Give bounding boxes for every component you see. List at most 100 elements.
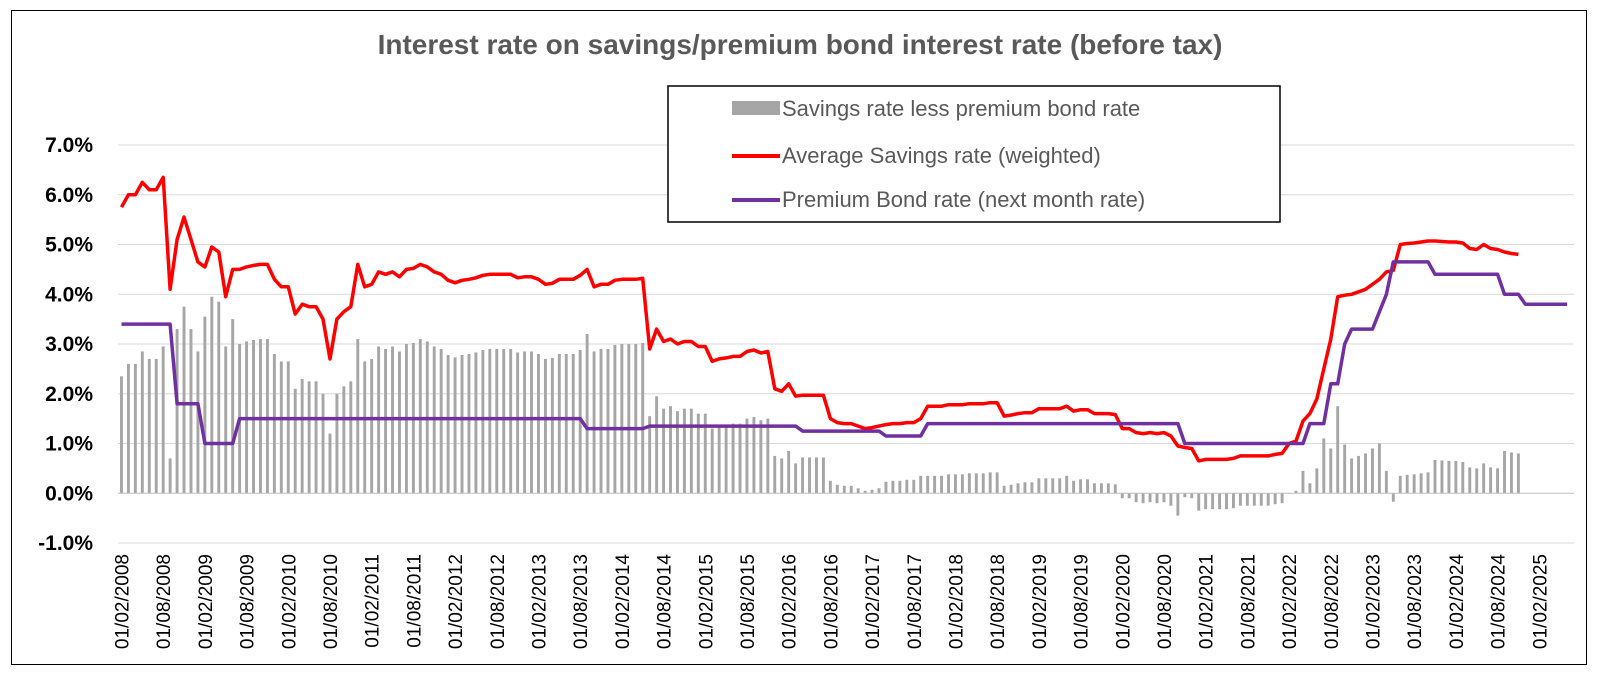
- difference-bar: [1398, 475, 1402, 494]
- difference-bar: [842, 485, 846, 494]
- bars-layer: [120, 296, 1520, 516]
- x-tick-label: 01/02/2010: [279, 554, 300, 649]
- x-tick-label: 01/02/2015: [696, 554, 717, 649]
- difference-bar: [1280, 493, 1284, 504]
- difference-bar: [446, 354, 450, 494]
- difference-bar: [1496, 468, 1500, 494]
- difference-bar: [1113, 484, 1117, 494]
- difference-bar: [1482, 463, 1486, 494]
- difference-bar: [1370, 448, 1374, 494]
- difference-bar: [676, 411, 679, 494]
- x-tick-label: 01/02/2017: [863, 554, 884, 649]
- difference-bar: [398, 351, 401, 494]
- difference-bar: [418, 339, 422, 494]
- difference-bar: [154, 358, 158, 494]
- difference-bar: [1190, 493, 1194, 499]
- difference-bar: [356, 339, 360, 494]
- difference-bar: [126, 363, 130, 494]
- difference-bar: [1245, 493, 1249, 506]
- difference-bar: [564, 353, 568, 494]
- difference-bar: [1440, 460, 1444, 494]
- difference-bar: [370, 358, 374, 494]
- difference-bar: [752, 417, 756, 494]
- savings-rate-line: [119, 175, 1519, 463]
- difference-bar: [1259, 493, 1263, 506]
- y-tick-label: 5.0%: [45, 234, 93, 257]
- difference-bar: [537, 353, 540, 494]
- difference-bar: [759, 420, 763, 494]
- x-tick-label: 01/02/2025: [1530, 554, 1551, 649]
- difference-bar: [1204, 493, 1208, 510]
- difference-bar: [384, 348, 388, 494]
- difference-bar: [877, 488, 881, 494]
- x-tick-label: 01/02/2023: [1363, 554, 1384, 649]
- y-tick-label: 3.0%: [45, 333, 93, 356]
- legend: Savings rate less premium bond rate Aver…: [667, 85, 1281, 223]
- difference-bar: [1079, 479, 1083, 494]
- y-tick-label: 0.0%: [45, 482, 93, 505]
- difference-bar: [1225, 493, 1228, 510]
- difference-bar: [898, 480, 902, 494]
- difference-bar: [1009, 484, 1013, 494]
- y-tick-label: 4.0%: [45, 283, 93, 306]
- x-tick-label: 01/02/2019: [1030, 554, 1051, 649]
- difference-bar: [481, 349, 485, 494]
- y-tick-label: 6.0%: [45, 184, 93, 207]
- difference-bar: [488, 348, 492, 494]
- difference-bar: [1252, 493, 1256, 506]
- difference-bar: [1308, 483, 1312, 494]
- difference-bar: [954, 474, 957, 494]
- x-tick-label: 01/08/2013: [571, 554, 592, 649]
- difference-bar: [731, 423, 735, 494]
- difference-bar: [328, 433, 332, 494]
- x-tick-label: 01/08/2018: [988, 554, 1009, 649]
- difference-bar: [259, 339, 262, 494]
- difference-bar: [467, 353, 471, 494]
- difference-bar: [182, 306, 186, 494]
- difference-bar: [133, 363, 137, 494]
- difference-bar: [1065, 475, 1069, 494]
- difference-bar: [1503, 450, 1506, 494]
- difference-bar: [224, 346, 228, 494]
- grid-layer: [118, 144, 1574, 544]
- difference-bar: [321, 393, 325, 494]
- difference-bar: [620, 344, 624, 494]
- difference-bar: [147, 358, 151, 494]
- difference-bar: [884, 481, 888, 494]
- difference-bar: [606, 348, 610, 494]
- difference-bar: [265, 339, 269, 494]
- difference-bar: [1273, 493, 1277, 505]
- difference-bar: [905, 479, 909, 494]
- difference-bar: [1231, 493, 1235, 509]
- difference-bar: [1377, 443, 1381, 494]
- difference-bar: [460, 354, 464, 494]
- difference-bar: [349, 381, 353, 494]
- difference-bar: [919, 475, 923, 494]
- difference-bar: [1447, 460, 1451, 494]
- difference-bar: [1489, 467, 1493, 494]
- difference-bar: [1148, 493, 1152, 503]
- difference-bar: [828, 480, 832, 494]
- y-tick-label: 1.0%: [45, 433, 93, 456]
- difference-bar: [1051, 478, 1055, 494]
- yticks-layer: -1.0% 0.0% 1.0% 2.0% 3.0% 4.0% 5.0% 6.0% 7.0%: [38, 134, 93, 555]
- difference-bar: [689, 408, 693, 494]
- difference-bar: [599, 348, 603, 494]
- difference-bar: [641, 343, 645, 494]
- difference-bar: [787, 450, 791, 494]
- difference-bar: [745, 418, 749, 494]
- legend-label-bar: Savings rate less premium bond rate: [782, 96, 1140, 121]
- difference-bar: [1086, 479, 1089, 494]
- x-tick-label: 01/08/2015: [738, 554, 759, 649]
- difference-bar: [272, 353, 276, 494]
- difference-bar: [1072, 480, 1076, 494]
- difference-bar: [717, 426, 721, 494]
- difference-bar: [210, 296, 214, 494]
- x-tick-label: 01/02/2012: [446, 554, 467, 649]
- difference-bar: [1176, 493, 1180, 516]
- legend-label-savings: Average Savings rate (weighted): [782, 143, 1101, 168]
- difference-bar: [557, 353, 561, 494]
- difference-bar: [1433, 459, 1437, 494]
- y-tick-label: 2.0%: [45, 383, 93, 406]
- difference-bar: [821, 457, 825, 494]
